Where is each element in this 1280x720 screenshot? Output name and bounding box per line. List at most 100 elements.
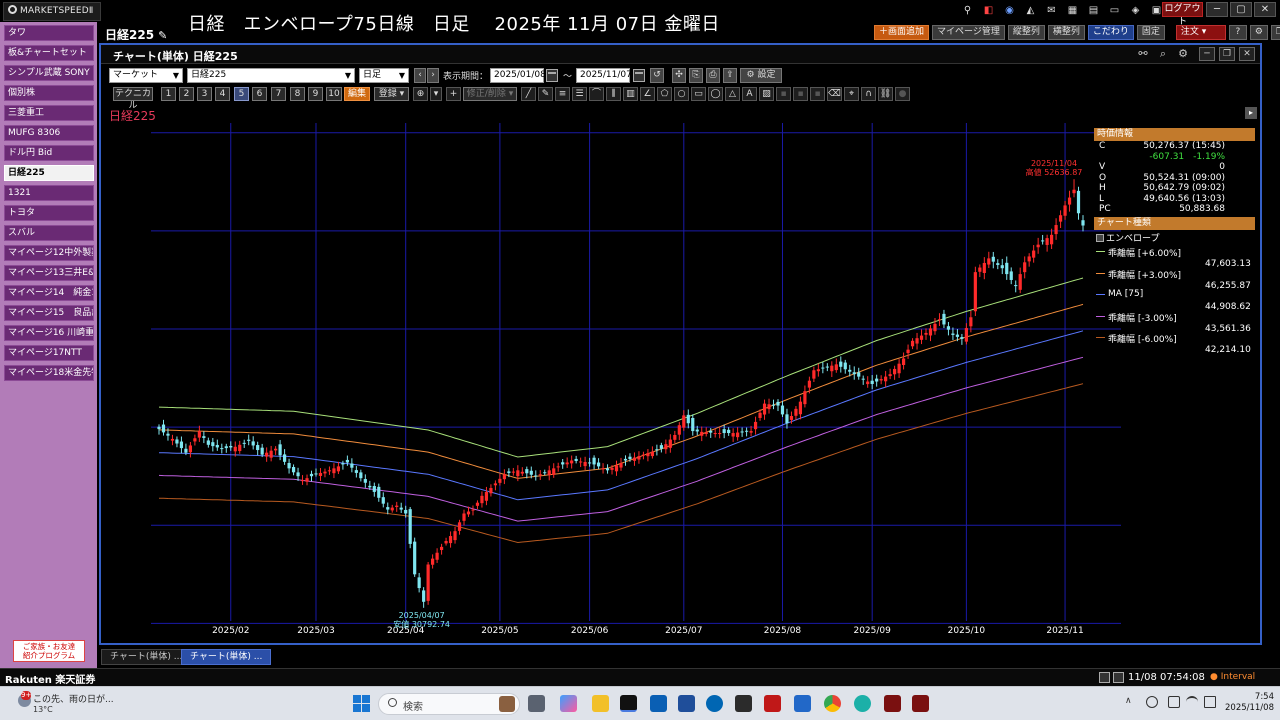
sidebar-item[interactable]: マイページ15 良品計 bbox=[4, 305, 94, 321]
image-icon[interactable]: ▨ bbox=[759, 87, 774, 101]
help-button[interactable]: ? bbox=[1228, 25, 1247, 40]
alert-icon[interactable]: ◧ bbox=[983, 5, 994, 16]
technical-button[interactable]: テクニカル bbox=[113, 87, 153, 111]
ellipse-icon[interactable]: ◯ bbox=[708, 87, 723, 101]
zoom-icon[interactable]: ⊕ bbox=[413, 87, 428, 101]
date-to-input[interactable]: 2025/11/07 bbox=[576, 68, 632, 83]
chrome-icon[interactable] bbox=[824, 695, 841, 712]
pen-icon[interactable]: ✎ bbox=[538, 87, 553, 101]
prev-button[interactable]: ‹ bbox=[414, 68, 426, 83]
tech-slot-button[interactable]: 7 bbox=[271, 87, 286, 101]
refresh-icon[interactable]: ↺ bbox=[650, 68, 664, 83]
kodawari-button[interactable]: こだわり bbox=[1087, 25, 1134, 40]
speaker-icon[interactable]: ◈ bbox=[1131, 5, 1140, 16]
tag-icon[interactable]: ⌖ bbox=[844, 87, 859, 101]
trendline-icon[interactable]: ╱ bbox=[521, 87, 536, 101]
edit-button[interactable]: 編集 bbox=[344, 87, 370, 101]
copy-icon[interactable]: ⎘ bbox=[689, 68, 703, 83]
lock-icon[interactable] bbox=[1099, 672, 1110, 683]
settings-button[interactable]: ⚙ 設定 bbox=[740, 68, 782, 83]
export-icon[interactable]: ⇪ bbox=[723, 68, 737, 83]
tech-slot-button[interactable]: 1 bbox=[161, 87, 176, 101]
bottom-tab-2[interactable]: チャート(単体) ... bbox=[181, 649, 272, 665]
minimize-icon[interactable]: ─ bbox=[1199, 47, 1215, 61]
gann-icon[interactable]: ⫼ bbox=[606, 87, 621, 101]
tech-slot-button[interactable]: 9 bbox=[308, 87, 323, 101]
sidebar-item[interactable]: トヨタ bbox=[4, 205, 94, 221]
sidebar-item[interactable]: ドル円 Bid bbox=[4, 145, 94, 161]
legend-row[interactable]: 乖離幅 [-6.00%] 42,214.10 bbox=[1094, 331, 1259, 355]
refresh-tray-icon[interactable] bbox=[1146, 696, 1158, 708]
system-clock[interactable]: 7:54 2025/11/08 bbox=[1222, 692, 1274, 714]
sidebar-item[interactable]: 1321 bbox=[4, 185, 94, 201]
calendar-icon[interactable] bbox=[546, 69, 558, 82]
sidebar-item[interactable]: スバル bbox=[4, 225, 94, 241]
mail-icon[interactable]: ✉ bbox=[1047, 5, 1056, 16]
sidebar-item[interactable]: 三菱重工 bbox=[4, 105, 94, 121]
crosshair-icon[interactable]: + bbox=[446, 87, 461, 101]
start-button[interactable] bbox=[353, 695, 370, 712]
tech-slot-button[interactable]: 3 bbox=[197, 87, 212, 101]
pin-icon[interactable]: ⚲ bbox=[963, 5, 972, 16]
close-icon[interactable]: ✕ bbox=[1239, 47, 1255, 61]
symbol-select[interactable]: 日経225 ▼ bbox=[187, 68, 355, 83]
symbol-title[interactable]: 日経225 ✎ bbox=[105, 26, 167, 43]
tech-slot-button[interactable]: 8 bbox=[290, 87, 305, 101]
crosshair-icon[interactable]: ✣ bbox=[672, 68, 686, 83]
print-icon[interactable]: ⎙ bbox=[706, 68, 720, 83]
add-screen-button[interactable]: ＋画面追加 bbox=[874, 25, 930, 40]
display-icon[interactable] bbox=[1113, 672, 1124, 683]
expand-icon[interactable]: ▸ bbox=[1245, 107, 1257, 119]
keyboard-icon[interactable] bbox=[1168, 696, 1180, 708]
legend-row[interactable]: MA [75] 44,908.62 bbox=[1094, 288, 1259, 312]
sidebar-item[interactable]: マイページ13三井E&S bbox=[4, 265, 94, 281]
search-icon[interactable]: ⌕ bbox=[1159, 47, 1167, 60]
indicator-header[interactable]: エンベロープ bbox=[1094, 233, 1259, 245]
tech-slot-button[interactable]: 10 bbox=[326, 87, 342, 101]
register-button[interactable]: 登録 ▾ bbox=[374, 87, 409, 101]
grid-icon[interactable]: ▦ bbox=[1067, 5, 1078, 16]
mcafee-icon[interactable] bbox=[764, 695, 781, 712]
bars-icon[interactable]: ▥ bbox=[623, 87, 638, 101]
bell-icon[interactable]: ◭ bbox=[1026, 5, 1035, 16]
legend-row[interactable]: 乖離幅 [+3.00%] 46,255.87 bbox=[1094, 267, 1259, 291]
dell-icon[interactable] bbox=[706, 695, 723, 712]
window-icon[interactable]: ❐ bbox=[1270, 25, 1280, 40]
market-select[interactable]: マーケット ▼ bbox=[109, 68, 183, 83]
tech-slot-button[interactable]: 4 bbox=[215, 87, 230, 101]
volume-icon[interactable] bbox=[1204, 696, 1216, 708]
mypage-manage-button[interactable]: マイページ管理 bbox=[932, 25, 1005, 40]
sidebar-item[interactable]: シンプル武蔵 SONY bbox=[4, 65, 94, 81]
vertical-arrange-button[interactable]: 縦整列 bbox=[1007, 25, 1045, 40]
tray-overflow-icon[interactable]: ∧ bbox=[1125, 696, 1132, 706]
text-icon[interactable]: A bbox=[742, 87, 757, 101]
message-icon[interactable]: ▣ bbox=[1151, 5, 1162, 16]
bottom-tab-1[interactable]: チャート(単体) ... bbox=[101, 649, 192, 665]
copilot-icon[interactable] bbox=[560, 695, 577, 712]
collapse-icon[interactable] bbox=[1096, 234, 1104, 242]
close-button[interactable]: ✕ bbox=[1254, 2, 1276, 17]
horizontal-arrange-button[interactable]: 横整列 bbox=[1047, 25, 1085, 40]
logout-button[interactable]: ログアウト bbox=[1162, 2, 1203, 27]
hline-icon[interactable]: ≡ bbox=[555, 87, 570, 101]
calendar-icon[interactable] bbox=[633, 69, 645, 82]
modify-delete-button[interactable]: 修正/削除 ▾ bbox=[463, 87, 517, 101]
sidebar-item[interactable]: マイページ16 川崎重 bbox=[4, 325, 94, 341]
file-explorer-icon[interactable] bbox=[592, 695, 609, 712]
word-icon[interactable] bbox=[794, 695, 811, 712]
promo-banner[interactable]: ご家族・お友達 紹介プログラム bbox=[13, 640, 85, 662]
outlook-icon[interactable] bbox=[650, 695, 667, 712]
layout-icon[interactable]: ▤ bbox=[1088, 5, 1099, 16]
fibo-icon[interactable]: ⌒ bbox=[589, 87, 604, 101]
wifi-icon[interactable] bbox=[1186, 696, 1198, 708]
rect-icon[interactable]: ▭ bbox=[691, 87, 706, 101]
tech-slot-button[interactable]: 5 bbox=[234, 87, 249, 101]
triangle-icon[interactable]: △ bbox=[725, 87, 740, 101]
pencil-icon[interactable]: ✎ bbox=[158, 29, 168, 42]
legend-row[interactable]: 乖離幅 [-3.00%] 43,561.36 bbox=[1094, 310, 1259, 334]
taskbar-search[interactable]: 検索 bbox=[378, 693, 520, 715]
sidebar-item[interactable]: マイページ18米金先物 bbox=[4, 365, 94, 381]
gear-icon[interactable]: ⚙ bbox=[1178, 47, 1188, 60]
period-select[interactable]: 日足 ▼ bbox=[359, 68, 409, 83]
calculator-icon[interactable] bbox=[678, 695, 695, 712]
